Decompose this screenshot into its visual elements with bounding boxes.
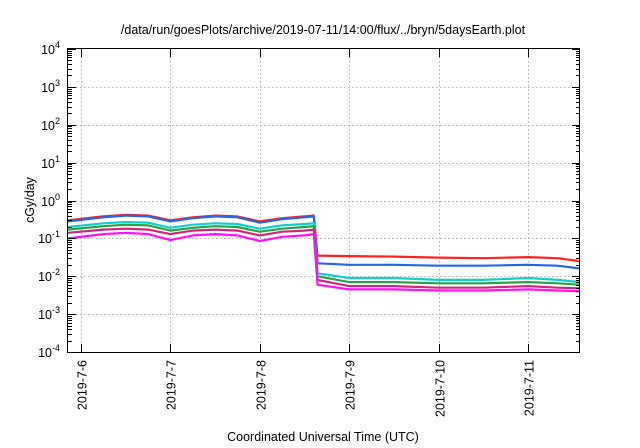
- y-tick-label: 104: [41, 40, 60, 57]
- series-line: [67, 220, 581, 284]
- x-axis-label: Coordinated Universal Time (UTC): [227, 430, 419, 444]
- y-tick-label: 10-4: [38, 343, 60, 360]
- y-tick-label: 10-3: [38, 305, 60, 322]
- x-tick-labels: 2019-7-6 2019-7-7 2019-7-8 2019-7-9 2019-7-1…: [76, 360, 537, 417]
- y-tick-label: 102: [41, 116, 60, 133]
- y-tick-label: 10-1: [38, 229, 60, 246]
- y-tick-labels: 10-4 10-3 10-2 10-1 100 101 102 103 104: [38, 40, 60, 360]
- chart-title: /data/run/goesPlots/archive/2019-07-11/1…: [121, 23, 526, 37]
- x-tick-label: 2019-7-10: [434, 360, 448, 417]
- y-tick-label: 103: [41, 78, 60, 95]
- plot-frame: [67, 48, 580, 353]
- x-tick-label: 2019-7-6: [76, 360, 90, 410]
- series-layer: [67, 213, 581, 293]
- series-line: [67, 223, 581, 286]
- series-line: [67, 231, 581, 293]
- series-line: [67, 214, 581, 270]
- x-tick-label: 2019-7-9: [344, 360, 358, 410]
- x-tick-label: 2019-7-8: [255, 360, 269, 410]
- grid-lines: [68, 49, 580, 352]
- series-line: [67, 227, 581, 290]
- y-tick-label: 10-2: [38, 267, 60, 284]
- y-tick-label: 100: [41, 192, 60, 209]
- x-tick-label: 2019-7-11: [523, 360, 537, 416]
- y-axis-label: cGy/day: [23, 176, 37, 223]
- axis-ticks: [68, 49, 580, 353]
- x-tick-label: 2019-7-7: [165, 360, 179, 410]
- y-tick-label: 101: [41, 154, 60, 171]
